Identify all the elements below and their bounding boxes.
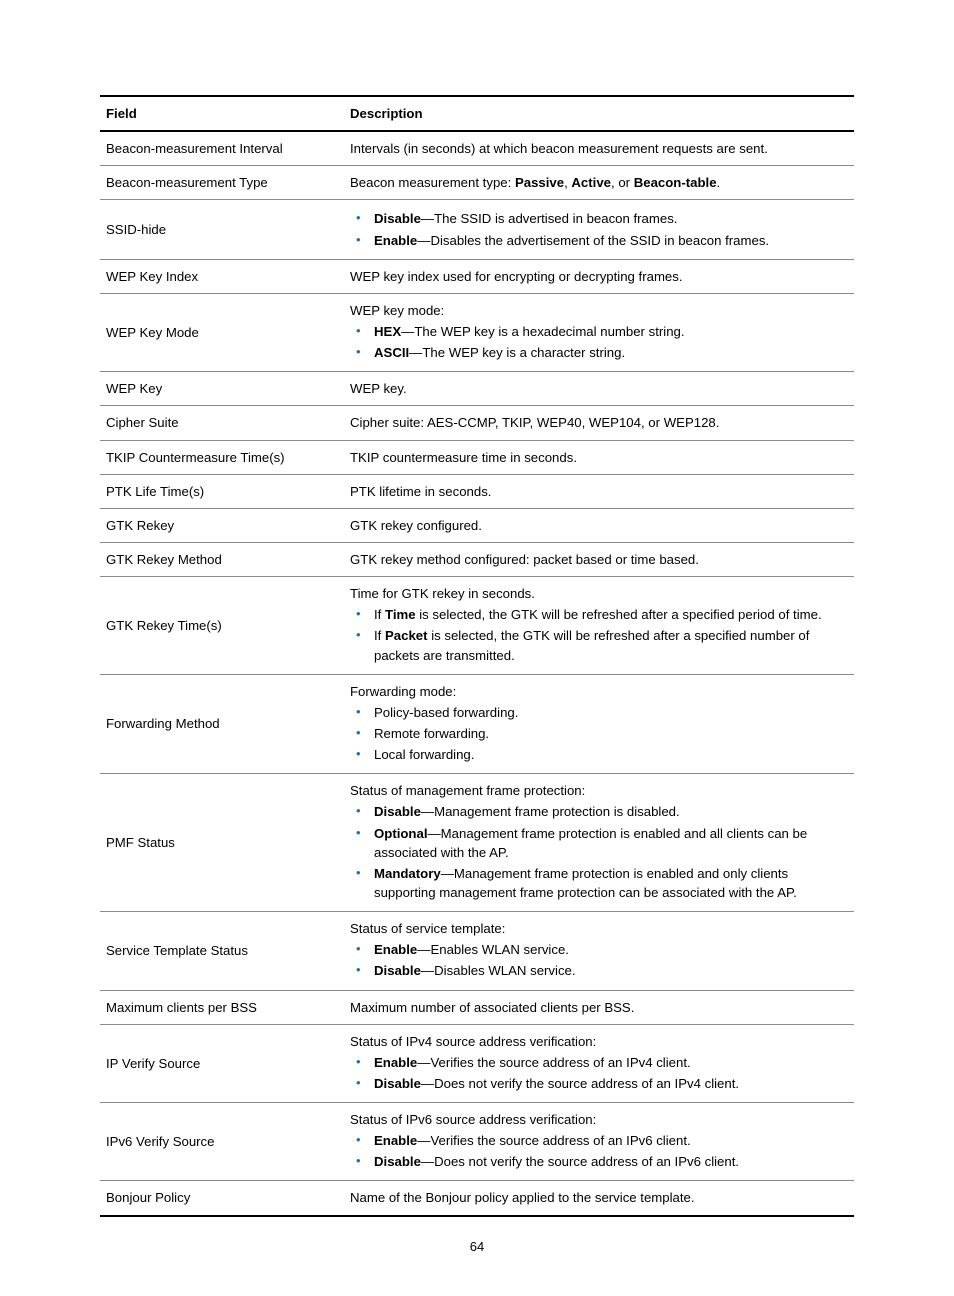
field-cell: WEP Key Mode	[100, 293, 344, 371]
table-row: IPv6 Verify SourceStatus of IPv6 source …	[100, 1103, 854, 1181]
field-cell: Cipher Suite	[100, 406, 344, 440]
description-cell: Cipher suite: AES-CCMP, TKIP, WEP40, WEP…	[344, 406, 854, 440]
table-row: Cipher SuiteCipher suite: AES-CCMP, TKIP…	[100, 406, 854, 440]
description-cell: Name of the Bonjour policy applied to th…	[344, 1181, 854, 1216]
description-cell: Maximum number of associated clients per…	[344, 990, 854, 1024]
field-cell: Beacon-measurement Interval	[100, 131, 344, 166]
table-row: Beacon-measurement TypeBeacon measuremen…	[100, 166, 854, 200]
description-cell: Time for GTK rekey in seconds.If Time is…	[344, 577, 854, 675]
table-row: Forwarding MethodForwarding mode:Policy-…	[100, 674, 854, 774]
table-row: IP Verify SourceStatus of IPv4 source ad…	[100, 1024, 854, 1102]
description-cell: WEP key index used for encrypting or dec…	[344, 259, 854, 293]
field-cell: WEP Key	[100, 372, 344, 406]
page-number: 64	[0, 1239, 954, 1254]
description-cell: Status of service template:Enable—Enable…	[344, 912, 854, 990]
table-row: PTK Life Time(s)PTK lifetime in seconds.	[100, 474, 854, 508]
field-cell: WEP Key Index	[100, 259, 344, 293]
table-row: Service Template StatusStatus of service…	[100, 912, 854, 990]
table-row: Bonjour PolicyName of the Bonjour policy…	[100, 1181, 854, 1216]
table-row: WEP Key ModeWEP key mode:HEX—The WEP key…	[100, 293, 854, 371]
table-row: TKIP Countermeasure Time(s)TKIP counterm…	[100, 440, 854, 474]
description-cell: GTK rekey method configured: packet base…	[344, 542, 854, 576]
description-cell: Disable—The SSID is advertised in beacon…	[344, 200, 854, 259]
table-header-row: Field Description	[100, 96, 854, 131]
field-cell: Beacon-measurement Type	[100, 166, 344, 200]
field-cell: GTK Rekey	[100, 508, 344, 542]
field-cell: GTK Rekey Method	[100, 542, 344, 576]
header-description: Description	[344, 96, 854, 131]
header-field: Field	[100, 96, 344, 131]
description-cell: Beacon measurement type: Passive, Active…	[344, 166, 854, 200]
field-cell: Maximum clients per BSS	[100, 990, 344, 1024]
description-cell: Forwarding mode:Policy-based forwarding.…	[344, 674, 854, 774]
table-row: Beacon-measurement IntervalIntervals (in…	[100, 131, 854, 166]
field-cell: PMF Status	[100, 774, 344, 912]
table-row: GTK RekeyGTK rekey configured.	[100, 508, 854, 542]
field-cell: SSID-hide	[100, 200, 344, 259]
table-row: GTK Rekey MethodGTK rekey method configu…	[100, 542, 854, 576]
description-cell: WEP key.	[344, 372, 854, 406]
field-cell: TKIP Countermeasure Time(s)	[100, 440, 344, 474]
field-description-table: Field Description Beacon-measurement Int…	[100, 95, 854, 1217]
description-cell: WEP key mode:HEX—The WEP key is a hexade…	[344, 293, 854, 371]
table-row: GTK Rekey Time(s)Time for GTK rekey in s…	[100, 577, 854, 675]
description-cell: Status of IPv6 source address verificati…	[344, 1103, 854, 1181]
description-cell: Status of IPv4 source address verificati…	[344, 1024, 854, 1102]
field-cell: GTK Rekey Time(s)	[100, 577, 344, 675]
table-row: WEP KeyWEP key.	[100, 372, 854, 406]
description-cell: GTK rekey configured.	[344, 508, 854, 542]
table-row: PMF StatusStatus of management frame pro…	[100, 774, 854, 912]
table-row: Maximum clients per BSSMaximum number of…	[100, 990, 854, 1024]
table-row: WEP Key IndexWEP key index used for encr…	[100, 259, 854, 293]
field-cell: Forwarding Method	[100, 674, 344, 774]
field-cell: Service Template Status	[100, 912, 344, 990]
table-row: SSID-hideDisable—The SSID is advertised …	[100, 200, 854, 259]
description-cell: TKIP countermeasure time in seconds.	[344, 440, 854, 474]
description-cell: Status of management frame protection:Di…	[344, 774, 854, 912]
description-cell: PTK lifetime in seconds.	[344, 474, 854, 508]
field-cell: Bonjour Policy	[100, 1181, 344, 1216]
description-cell: Intervals (in seconds) at which beacon m…	[344, 131, 854, 166]
field-cell: IP Verify Source	[100, 1024, 344, 1102]
field-cell: PTK Life Time(s)	[100, 474, 344, 508]
field-cell: IPv6 Verify Source	[100, 1103, 344, 1181]
